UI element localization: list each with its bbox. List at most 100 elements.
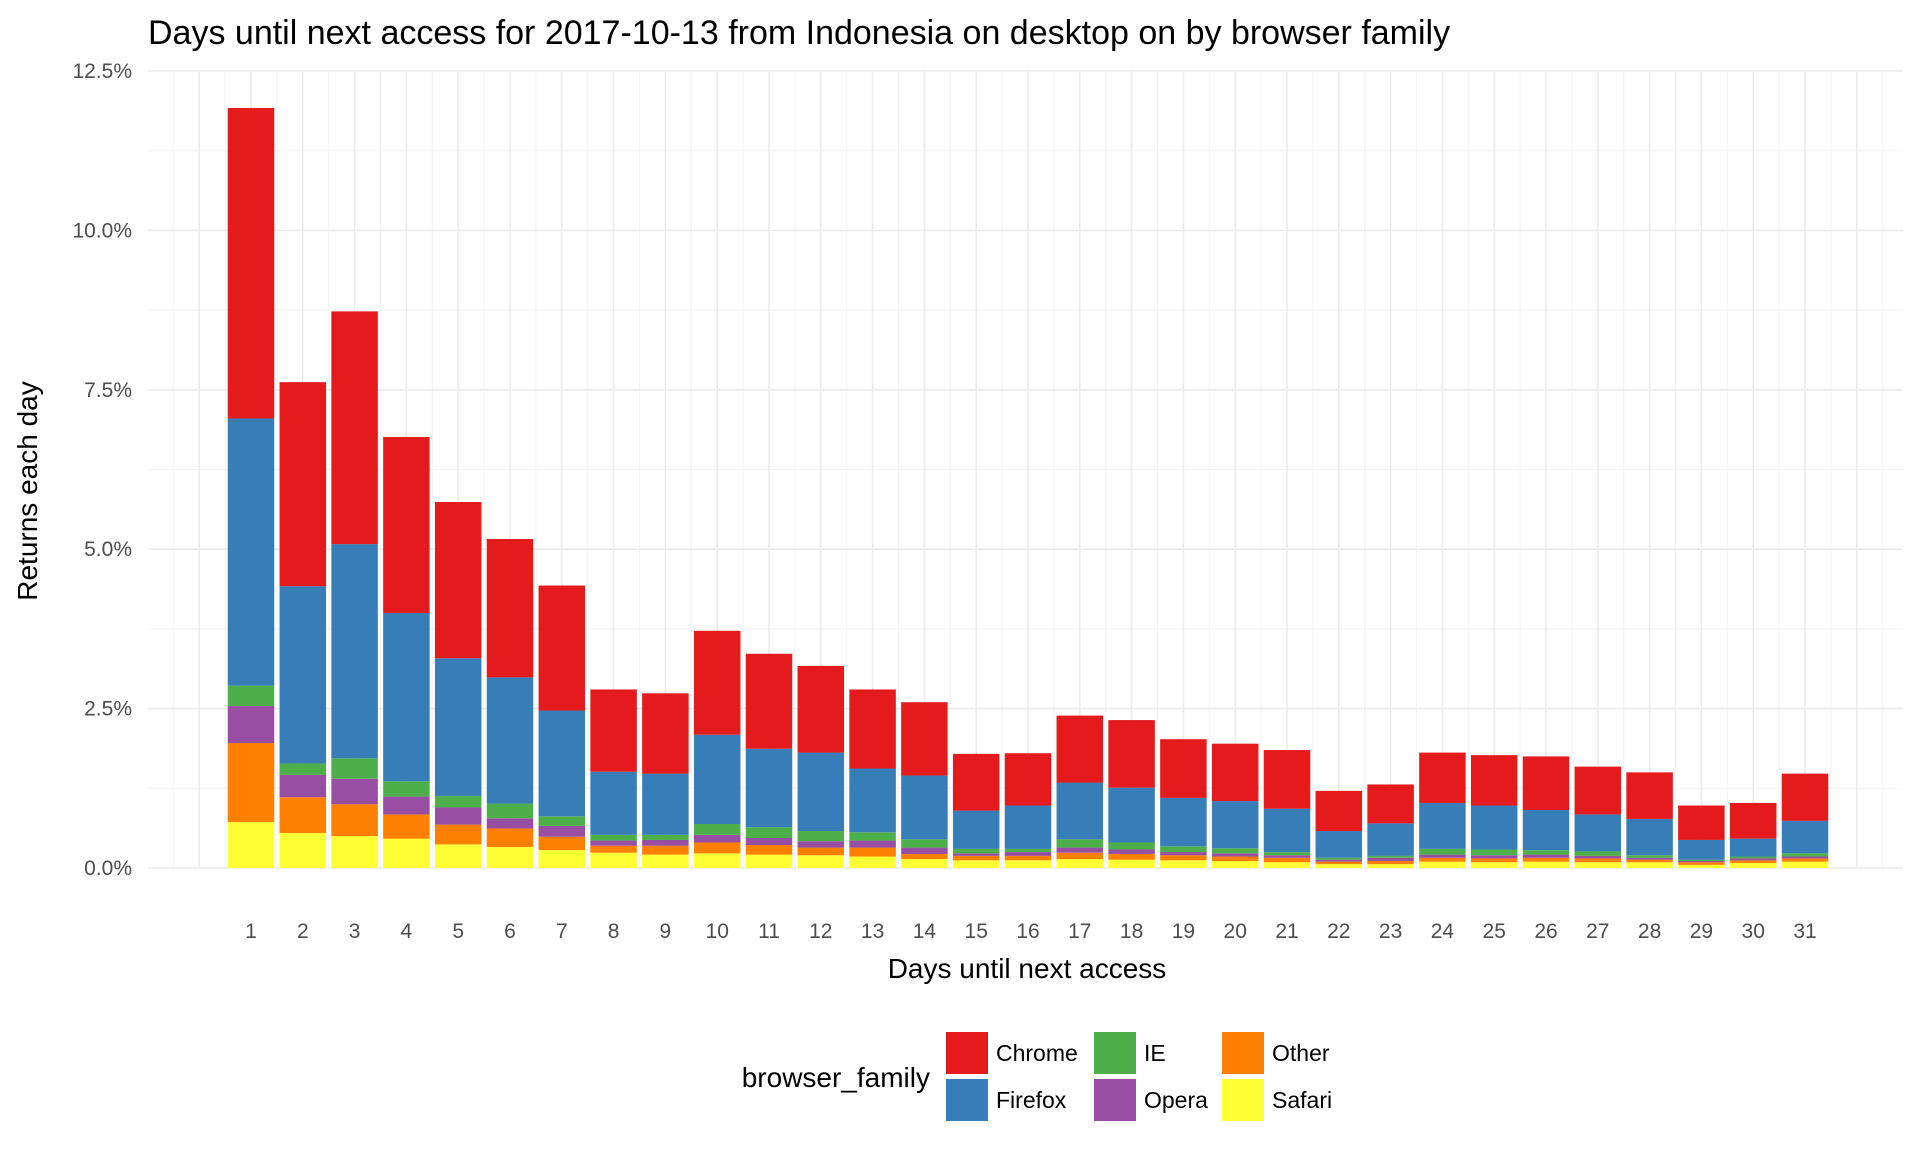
- grid-lines: [148, 70, 1903, 869]
- legend-label: Chrome: [996, 1040, 1078, 1066]
- x-tick-label: 22: [1327, 920, 1350, 943]
- bar-segment-ie-day-23: [1367, 855, 1414, 858]
- bar-stack-day-27: [1574, 766, 1622, 868]
- bar-segment-chrome-day-1: [227, 107, 275, 419]
- legend-label: Firefox: [996, 1087, 1067, 1113]
- x-tick-label: 7: [556, 920, 568, 943]
- legend-item-safari: Safari: [1222, 1079, 1332, 1121]
- bar-segment-chrome-day-7: [538, 585, 586, 711]
- bar-segment-safari-day-21: [1263, 862, 1311, 868]
- bar-segment-safari-day-6: [486, 846, 534, 868]
- y-tick-label: 2.5%: [84, 698, 132, 721]
- legend-item-chrome: Chrome: [946, 1032, 1078, 1074]
- bar-segment-other-day-19: [1160, 855, 1207, 861]
- bar-segment-safari-day-19: [1160, 860, 1207, 868]
- bar-segment-ie-day-9: [642, 834, 689, 840]
- bar-stack-day-29: [1678, 805, 1725, 868]
- bar-segment-ie-day-13: [849, 832, 896, 841]
- bar-segment-opera-day-13: [849, 840, 896, 848]
- legend: browser_family Chrome Firefox IE Opera Other…: [742, 1032, 1332, 1121]
- bar-segment-ie-day-15: [952, 848, 1000, 854]
- bar-segment-chrome-day-21: [1263, 750, 1311, 809]
- bar-segment-other-day-22: [1315, 861, 1363, 865]
- bar-segment-chrome-day-30: [1729, 802, 1777, 839]
- x-tick-label: 4: [401, 920, 413, 943]
- x-tick-label: 13: [861, 920, 884, 943]
- legend-item-firefox: Firefox: [946, 1079, 1067, 1121]
- bar-segment-ie-day-5: [434, 795, 482, 808]
- bars: [227, 107, 1829, 868]
- bar-segment-opera-day-11: [745, 838, 793, 846]
- x-tick-label: 29: [1690, 920, 1713, 943]
- bar-segment-ie-day-16: [1004, 848, 1052, 853]
- bar-segment-other-day-14: [901, 853, 948, 860]
- x-tick-label: 19: [1172, 920, 1195, 943]
- bar-segment-opera-day-6: [486, 818, 534, 829]
- bar-segment-chrome-day-27: [1574, 766, 1622, 815]
- bar-segment-chrome-day-10: [693, 630, 741, 735]
- bar-segment-other-day-29: [1678, 862, 1725, 865]
- bar-stack-day-30: [1729, 802, 1777, 868]
- bar-segment-chrome-day-9: [642, 693, 689, 774]
- bar-segment-other-day-30: [1729, 860, 1777, 863]
- bar-segment-safari-day-8: [590, 852, 637, 868]
- bar-segment-other-day-2: [279, 797, 327, 833]
- bar-segment-firefox-day-24: [1419, 802, 1466, 849]
- bar-segment-ie-day-26: [1522, 850, 1570, 855]
- bar-segment-firefox-day-11: [745, 748, 793, 828]
- bar-segment-safari-day-17: [1056, 859, 1104, 868]
- bar-segment-opera-day-4: [383, 796, 430, 815]
- chart-title: Days until next access for 2017-10-13 fr…: [148, 14, 1450, 52]
- bar-segment-other-day-7: [538, 836, 586, 851]
- y-tick-label: 10.0%: [72, 219, 132, 242]
- x-tick-label: 3: [349, 920, 361, 943]
- bar-segment-ie-day-28: [1626, 855, 1673, 858]
- bar-segment-other-day-16: [1004, 855, 1052, 861]
- bar-stack-day-11: [745, 653, 793, 868]
- bar-segment-firefox-day-29: [1678, 839, 1725, 860]
- y-tick-label: 0.0%: [84, 857, 132, 880]
- bar-segment-firefox-day-6: [486, 677, 534, 804]
- legend-swatch-ie: [1094, 1032, 1136, 1074]
- bar-segment-other-day-21: [1263, 857, 1311, 863]
- bar-segment-other-day-9: [642, 845, 689, 855]
- bar-segment-safari-day-12: [797, 855, 845, 868]
- bar-segment-firefox-day-4: [383, 612, 430, 782]
- bar-segment-other-day-11: [745, 845, 793, 855]
- bar-segment-firefox-day-15: [952, 810, 1000, 849]
- bar-segment-ie-day-24: [1419, 848, 1466, 855]
- bar-segment-other-day-28: [1626, 859, 1673, 863]
- bar-segment-ie-day-25: [1470, 849, 1518, 856]
- bar-stack-day-18: [1108, 720, 1155, 868]
- bar-segment-safari-day-9: [642, 854, 689, 868]
- bar-segment-opera-day-10: [693, 834, 741, 843]
- legend-label: Safari: [1272, 1087, 1332, 1113]
- bar-segment-safari-day-4: [383, 838, 430, 868]
- bar-segment-other-day-12: [797, 847, 845, 856]
- bar-segment-firefox-day-31: [1781, 820, 1829, 854]
- y-tick-label: 12.5%: [72, 60, 132, 83]
- bar-stack-day-10: [693, 630, 741, 868]
- bar-segment-safari-day-15: [952, 860, 1000, 868]
- bar-segment-chrome-day-19: [1160, 739, 1207, 798]
- bar-segment-opera-day-24: [1419, 854, 1466, 858]
- bar-stack-day-28: [1626, 772, 1673, 868]
- x-tick-label: 11: [758, 920, 780, 943]
- x-tick-label: 21: [1275, 920, 1298, 943]
- bar-stack-day-20: [1211, 743, 1259, 868]
- bar-segment-ie-day-4: [383, 781, 430, 797]
- x-axis-title: Days until next access: [888, 953, 1167, 984]
- bar-stack-day-23: [1367, 784, 1414, 868]
- bar-segment-chrome-day-13: [849, 689, 896, 769]
- bar-segment-safari-day-24: [1419, 861, 1466, 868]
- bar-segment-opera-day-8: [590, 840, 637, 846]
- legend-label: Opera: [1144, 1087, 1208, 1113]
- x-tick-label: 2: [297, 920, 309, 943]
- x-tick-label: 12: [809, 920, 832, 943]
- legend-item-other: Other: [1222, 1032, 1330, 1074]
- bar-segment-opera-day-31: [1781, 856, 1829, 859]
- bar-segment-firefox-day-30: [1729, 838, 1777, 857]
- bar-segment-opera-day-15: [952, 853, 1000, 856]
- x-tick-label: 16: [1016, 920, 1039, 943]
- legend-swatch-opera: [1094, 1079, 1136, 1121]
